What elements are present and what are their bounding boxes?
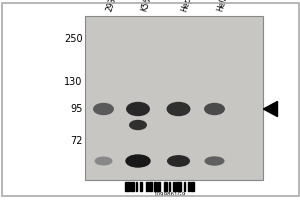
- Ellipse shape: [167, 102, 190, 116]
- Ellipse shape: [127, 102, 149, 116]
- Bar: [146, 182, 148, 191]
- Bar: [164, 182, 167, 191]
- Bar: [191, 182, 194, 191]
- Ellipse shape: [94, 104, 113, 114]
- Bar: [158, 182, 160, 191]
- Bar: [85, 16, 262, 180]
- Text: 1099861G9: 1099861G9: [153, 192, 186, 197]
- Text: 130: 130: [64, 77, 83, 87]
- Bar: [188, 182, 190, 191]
- Text: 95: 95: [70, 104, 82, 114]
- Bar: [154, 182, 157, 191]
- Ellipse shape: [205, 157, 224, 165]
- Text: Hela: Hela: [216, 0, 230, 13]
- Bar: [140, 182, 142, 191]
- Text: 72: 72: [70, 136, 83, 146]
- Bar: [125, 182, 130, 191]
- Text: 250: 250: [64, 34, 82, 44]
- Bar: [184, 182, 185, 191]
- Ellipse shape: [95, 157, 112, 165]
- Bar: [0, 0, 85, 200]
- Bar: [149, 182, 152, 191]
- Ellipse shape: [130, 120, 146, 130]
- Ellipse shape: [205, 104, 224, 114]
- Ellipse shape: [126, 155, 150, 167]
- Bar: [173, 182, 175, 191]
- Bar: [136, 182, 137, 191]
- Text: K562: K562: [140, 0, 154, 13]
- Ellipse shape: [168, 156, 189, 166]
- Text: HepG2: HepG2: [180, 0, 196, 13]
- Bar: [131, 182, 134, 191]
- Bar: [176, 182, 181, 191]
- Polygon shape: [263, 101, 278, 117]
- Text: 293: 293: [105, 0, 118, 13]
- Bar: [169, 182, 170, 191]
